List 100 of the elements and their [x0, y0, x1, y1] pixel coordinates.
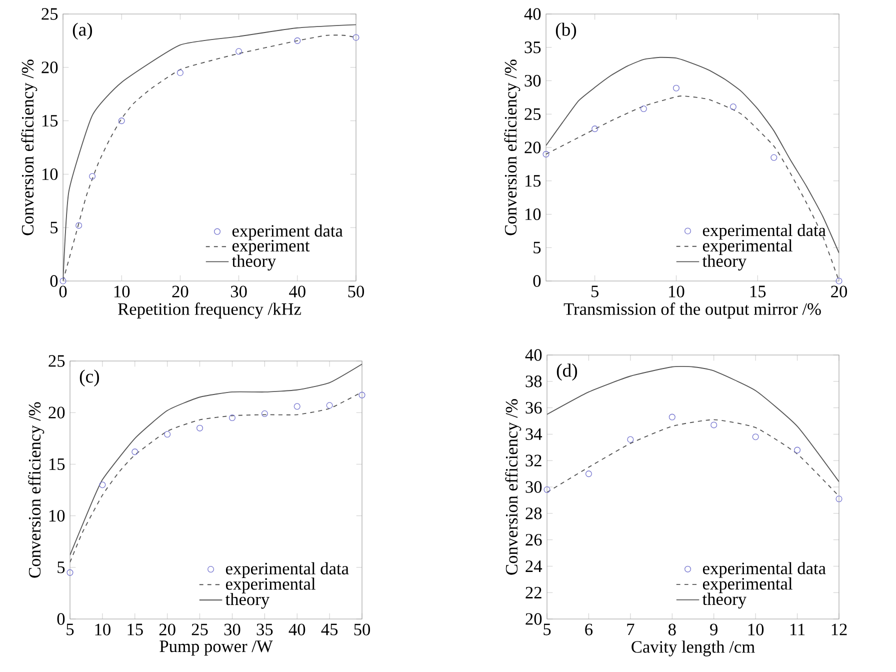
- y-tick-label: 0: [57, 613, 65, 625]
- point: [66, 569, 74, 576]
- x-tick-label: 15: [750, 286, 766, 298]
- y-tick-label: 25: [48, 355, 65, 367]
- point: [592, 126, 598, 132]
- x-tick-label: 10: [95, 624, 110, 636]
- y-tick-label: 35: [524, 42, 541, 54]
- y-tick-label: 5: [50, 222, 58, 234]
- point: [132, 448, 138, 456]
- point: [544, 486, 550, 493]
- point: [836, 278, 842, 284]
- x-tick-label: 6: [585, 624, 593, 636]
- x-tick-label: 15: [128, 624, 143, 636]
- y-axis-title: Conversion efficiency /%: [28, 402, 44, 578]
- legend-label: theory: [225, 592, 270, 609]
- annotation: (b): [556, 22, 576, 40]
- point: [99, 482, 106, 488]
- y-tick-label: 20: [48, 406, 65, 418]
- y-tick-label: 20: [42, 62, 58, 74]
- point: [627, 436, 634, 443]
- y-tick-label: 10: [525, 208, 541, 220]
- x-tick-label: 20: [172, 286, 188, 298]
- x-tick-label: 12: [832, 624, 847, 636]
- y-tick-label: 36: [526, 402, 542, 414]
- y-tick-label: 40: [525, 349, 542, 361]
- point: [668, 414, 676, 420]
- y-tick-label: 25: [524, 108, 541, 120]
- point: [836, 496, 842, 502]
- x-tick-label: 10: [114, 286, 130, 298]
- legend-label: experiment data: [232, 224, 343, 240]
- x-tick-label: 40: [289, 286, 306, 298]
- point: [794, 446, 801, 454]
- y-tick-label: 26: [526, 534, 542, 546]
- x-tick-label: 8: [668, 624, 676, 636]
- point: [352, 34, 360, 41]
- x-axis-title: Transmission of the output mirror /%: [564, 302, 821, 318]
- x-axis-title: Repetition frequency /kHz: [118, 302, 301, 319]
- line-series: [546, 96, 840, 281]
- x-tick-label: 50: [348, 286, 364, 298]
- y-tick-label: 5: [58, 562, 65, 574]
- point: [294, 403, 300, 410]
- point: [176, 69, 184, 76]
- y-tick-label: 15: [49, 458, 65, 470]
- x-tick-label: 40: [288, 624, 306, 636]
- point: [752, 434, 759, 440]
- point: [164, 431, 171, 438]
- y-axis-title: Conversion efficiency /%: [504, 60, 520, 236]
- point: [730, 104, 736, 110]
- y-tick-label: 22: [526, 586, 542, 598]
- point: [89, 173, 96, 180]
- y-tick-label: 0: [50, 275, 58, 287]
- point: [236, 48, 242, 55]
- legend-label: experimental: [226, 578, 316, 594]
- line-series: [547, 419, 839, 497]
- point: [228, 414, 236, 422]
- y-tick-label: 5: [534, 242, 541, 254]
- y-tick-label: 15: [42, 114, 58, 127]
- line-series: [546, 56, 840, 254]
- y-tick-label: 20: [526, 613, 542, 625]
- y-tick-label: 28: [526, 508, 542, 520]
- y-tick-label: 10: [49, 510, 65, 522]
- x-axis-title: Pump power /W: [160, 640, 273, 656]
- point: [358, 392, 366, 398]
- legend-label: experimental data: [702, 562, 826, 578]
- legend-label: experiment: [232, 240, 310, 256]
- legend-label: experimental data: [226, 562, 349, 578]
- legend-label: theory: [702, 592, 747, 609]
- line-series: [547, 366, 839, 482]
- y-tick-label: 30: [524, 74, 541, 87]
- x-tick-label: 25: [192, 624, 208, 636]
- point: [196, 424, 204, 432]
- legend-label: theory: [232, 254, 276, 270]
- x-tick-label: 20: [831, 286, 848, 298]
- annotation: (c): [80, 370, 99, 387]
- point: [770, 154, 778, 161]
- x-tick-label: 10: [748, 624, 764, 636]
- x-tick-label: 35: [256, 624, 273, 636]
- x-tick-label: 30: [230, 286, 247, 298]
- point: [76, 222, 82, 229]
- y-axis-title: Conversion efficiency /%: [21, 60, 38, 236]
- x-tick-label: 20: [159, 624, 176, 636]
- annotation: (a): [72, 22, 92, 40]
- x-tick-label: 5: [544, 624, 551, 636]
- y-tick-label: 40: [524, 8, 541, 20]
- y-tick-label: 24: [526, 560, 542, 572]
- point: [60, 278, 66, 284]
- y-tick-label: 0: [533, 275, 541, 287]
- legend-label: experimental data: [702, 224, 826, 240]
- y-tick-label: 38: [526, 376, 542, 388]
- legend-label: experimental: [702, 577, 792, 594]
- legend-label: experimental: [702, 239, 792, 256]
- y-tick-label: 10: [42, 168, 58, 180]
- point: [542, 150, 550, 158]
- x-tick-label: 5: [66, 624, 74, 636]
- x-tick-label: 9: [710, 624, 718, 636]
- x-axis-title: Cavity length /cm: [632, 640, 755, 656]
- legend-label: theory: [702, 254, 746, 270]
- point: [585, 470, 592, 478]
- point: [640, 106, 647, 112]
- x-tick-label: 45: [321, 624, 338, 636]
